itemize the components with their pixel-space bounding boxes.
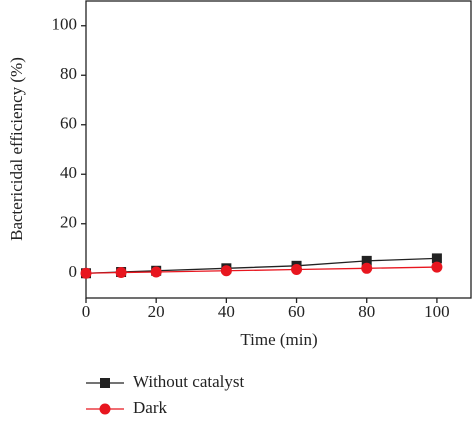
x-tick-label: 20 xyxy=(148,302,165,321)
x-tick-label: 80 xyxy=(358,302,375,321)
y-tick-label: 20 xyxy=(60,213,77,232)
data-point xyxy=(431,253,442,264)
legend-label: Dark xyxy=(133,398,167,417)
plot-frame xyxy=(85,0,472,299)
y-tick-label: 100 xyxy=(52,15,78,34)
data-point xyxy=(291,264,303,276)
series-line xyxy=(85,266,437,274)
y-tick-label: 60 xyxy=(60,114,77,133)
data-point xyxy=(150,266,162,278)
x-axis-label: Time (min) xyxy=(240,330,317,349)
data-point xyxy=(361,255,372,266)
series-line xyxy=(85,257,437,274)
x-tick-label: 40 xyxy=(218,302,235,321)
y-tick-label: 0 xyxy=(69,262,78,281)
data-point xyxy=(80,267,92,279)
legend-label: Without catalyst xyxy=(133,372,244,391)
data-point xyxy=(361,262,373,274)
x-tick-label: 100 xyxy=(424,302,450,321)
data-point xyxy=(431,261,443,273)
legend-marker xyxy=(99,403,111,415)
y-tick-label: 40 xyxy=(60,163,77,182)
legend-marker xyxy=(100,378,110,388)
data-point xyxy=(115,267,127,279)
y-tick-label: 80 xyxy=(60,64,77,83)
data-point xyxy=(220,265,232,277)
x-tick-label: 0 xyxy=(82,302,91,321)
x-tick-label: 60 xyxy=(288,302,305,321)
y-axis-label: Bactericidal efficiency (%) xyxy=(7,57,26,241)
